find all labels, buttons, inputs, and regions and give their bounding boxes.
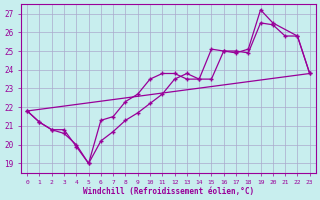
X-axis label: Windchill (Refroidissement éolien,°C): Windchill (Refroidissement éolien,°C) <box>83 187 254 196</box>
